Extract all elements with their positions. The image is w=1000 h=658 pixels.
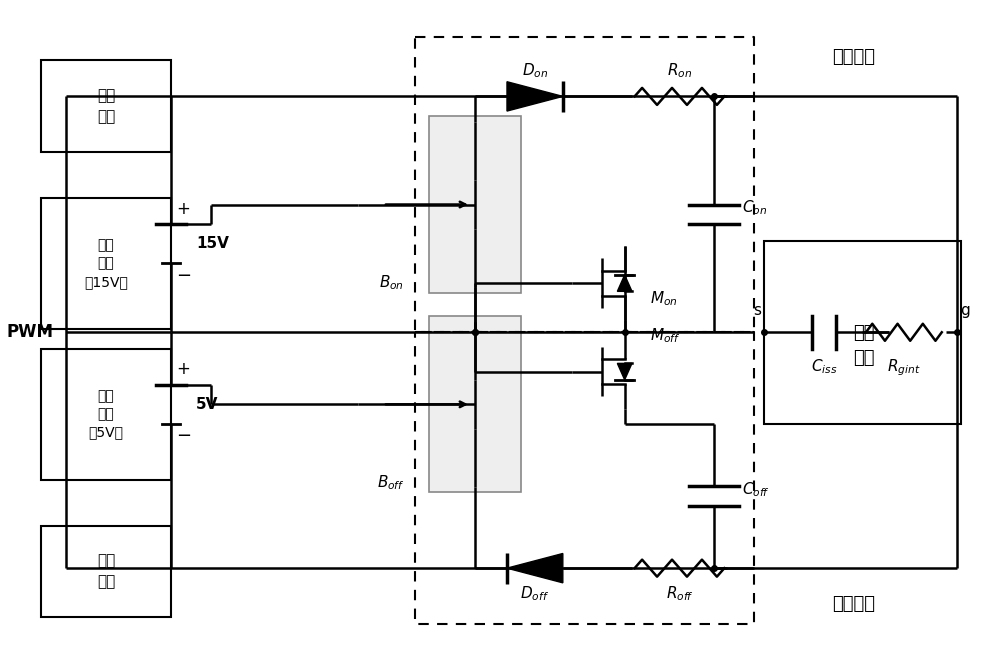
Text: 5V: 5V <box>196 397 218 412</box>
Text: g: g <box>960 303 969 318</box>
Text: $R_{off}$: $R_{off}$ <box>666 584 693 603</box>
Text: +: + <box>176 360 190 378</box>
Text: $B_{on}$: $B_{on}$ <box>379 273 404 292</box>
Text: $C_{off}$: $C_{off}$ <box>742 480 770 499</box>
Text: −: − <box>176 427 191 445</box>
Text: s: s <box>753 303 761 318</box>
Text: 开通部分: 开通部分 <box>833 48 876 66</box>
Text: $D_{off}$: $D_{off}$ <box>520 584 549 603</box>
Bar <box>429 116 521 293</box>
Bar <box>41 349 171 480</box>
Text: $M_{off}$: $M_{off}$ <box>650 326 680 345</box>
Bar <box>41 198 171 329</box>
Text: −: − <box>176 266 191 285</box>
Polygon shape <box>617 275 632 291</box>
Text: $R_{gint}$: $R_{gint}$ <box>887 357 921 378</box>
Polygon shape <box>617 363 632 380</box>
Text: 15V: 15V <box>196 236 229 251</box>
Text: $C_{on}$: $C_{on}$ <box>742 199 768 217</box>
Text: $C_{iss}$: $C_{iss}$ <box>811 357 837 376</box>
Text: $R_{on}$: $R_{on}$ <box>667 61 692 80</box>
Text: 隔离
电源
（5V）: 隔离 电源 （5V） <box>89 389 124 440</box>
Text: 信号
隔离: 信号 隔离 <box>97 553 115 590</box>
Text: 关断部分: 关断部分 <box>833 595 876 613</box>
Text: PWM: PWM <box>6 323 53 342</box>
Polygon shape <box>507 82 563 111</box>
Text: $B_{off}$: $B_{off}$ <box>377 473 405 492</box>
Bar <box>764 241 961 424</box>
Text: 开关
器件: 开关 器件 <box>853 324 875 367</box>
Text: +: + <box>176 199 190 218</box>
Bar <box>41 61 171 152</box>
Bar <box>41 526 171 617</box>
Text: $D_{on}$: $D_{on}$ <box>522 61 548 80</box>
Text: 隔离
电源
（15V）: 隔离 电源 （15V） <box>84 238 128 289</box>
Polygon shape <box>507 553 563 583</box>
Text: 信号
隔离: 信号 隔离 <box>97 88 115 124</box>
Bar <box>429 316 521 492</box>
Text: $M_{on}$: $M_{on}$ <box>650 290 677 309</box>
